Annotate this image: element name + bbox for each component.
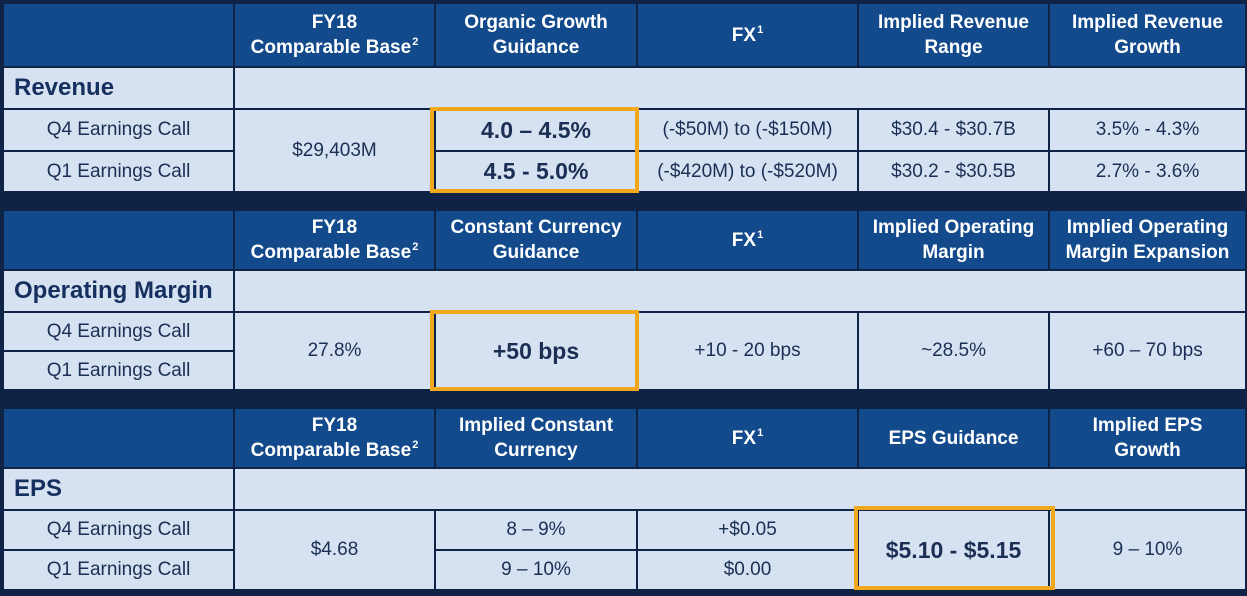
eps-base-value: $4.68: [235, 511, 434, 589]
revenue-fx-q1: (-$420M) to (-$520M): [638, 152, 857, 191]
operating-margin-implied-expansion: +60 – 70 bps: [1050, 313, 1245, 389]
eps-header-row: FY18 Comparable Base2 Implied Constant C…: [4, 409, 1245, 467]
revenue-header-corner: [4, 4, 233, 66]
eps-header-fx: FX1: [638, 409, 857, 467]
operating-margin-row-label-q4: Q4 Earnings Call: [4, 313, 233, 350]
eps-header-guidance: EPS Guidance: [859, 409, 1048, 467]
eps-header-constant-currency: Implied Constant Currency: [436, 409, 636, 467]
revenue-title: Revenue: [4, 68, 233, 108]
revenue-range-q4: $30.4 - $30.7B: [859, 110, 1048, 150]
operating-margin-implied-margin: ~28.5%: [859, 313, 1048, 389]
revenue-header-fx: FX1: [638, 4, 857, 66]
eps-title: EPS: [4, 469, 233, 509]
eps-guidance-value: $5.10 - $5.15: [859, 511, 1048, 589]
operating-margin-header-implied-margin: Implied Operating Margin: [859, 211, 1048, 269]
operating-margin-header-corner: [4, 211, 233, 269]
revenue-row-label-q4: Q4 Earnings Call: [4, 110, 233, 150]
operating-margin-fx: +10 - 20 bps: [638, 313, 857, 389]
eps-row-label-q1: Q1 Earnings Call: [4, 551, 233, 589]
revenue-header-guidance: Organic Growth Guidance: [436, 4, 636, 66]
operating-margin-title: Operating Margin: [4, 271, 233, 311]
operating-margin-header-row: FY18 Comparable Base2 Constant Currency …: [4, 211, 1245, 269]
eps-fx-q1: $0.00: [638, 551, 857, 589]
eps-constant-currency-q1: 9 – 10%: [436, 551, 636, 589]
revenue-guidance-q4: 4.0 – 4.5%: [436, 110, 636, 150]
revenue-base-value: $29,403M: [235, 110, 434, 191]
revenue-growth-q4: 3.5% - 4.3%: [1050, 110, 1245, 150]
eps-title-spacer: [235, 469, 1245, 509]
revenue-header-implied-growth: Implied Revenue Growth: [1050, 4, 1245, 66]
operating-margin-title-row: Operating Margin: [4, 271, 1245, 311]
eps-table: FY18 Comparable Base2 Implied Constant C…: [4, 409, 1245, 589]
revenue-growth-q1: 2.7% - 3.6%: [1050, 152, 1245, 191]
revenue-title-row: Revenue: [4, 68, 1245, 108]
operating-margin-base-value: 27.8%: [235, 313, 434, 389]
operating-margin-row-label-q1: Q1 Earnings Call: [4, 352, 233, 389]
revenue-data-rows: Q4 Earnings Call Q1 Earnings Call $29,40…: [4, 110, 1245, 191]
eps-data-rows: Q4 Earnings Call Q1 Earnings Call $4.68 …: [4, 511, 1245, 589]
operating-margin-guidance: +50 bps: [436, 313, 636, 389]
operating-margin-header-fx: FX1: [638, 211, 857, 269]
revenue-header-implied-range: Implied Revenue Range: [859, 4, 1048, 66]
eps-row-label-q4: Q4 Earnings Call: [4, 511, 233, 549]
revenue-guidance-q1: 4.5 - 5.0%: [436, 152, 636, 191]
revenue-title-spacer: [235, 68, 1245, 108]
eps-implied-growth: 9 – 10%: [1050, 511, 1245, 589]
revenue-fx-q4: (-$50M) to (-$150M): [638, 110, 857, 150]
revenue-range-q1: $30.2 - $30.5B: [859, 152, 1048, 191]
revenue-header-row: FY18 Comparable Base2 Organic Growth Gui…: [4, 4, 1245, 66]
eps-header-corner: [4, 409, 233, 467]
eps-title-row: EPS: [4, 469, 1245, 509]
revenue-table: FY18 Comparable Base2 Organic Growth Gui…: [4, 4, 1245, 191]
operating-margin-header-implied-expansion: Implied Operating Margin Expansion: [1050, 211, 1245, 269]
operating-margin-data-rows: Q4 Earnings Call Q1 Earnings Call 27.8% …: [4, 313, 1245, 389]
operating-margin-header-base: FY18 Comparable Base2: [235, 211, 434, 269]
operating-margin-header-guidance: Constant Currency Guidance: [436, 211, 636, 269]
operating-margin-title-spacer: [235, 271, 1245, 311]
revenue-header-base: FY18 Comparable Base2: [235, 4, 434, 66]
eps-header-base: FY18 Comparable Base2: [235, 409, 434, 467]
operating-margin-table: FY18 Comparable Base2 Constant Currency …: [4, 211, 1245, 389]
eps-fx-q4: +$0.05: [638, 511, 857, 549]
eps-header-implied-growth: Implied EPS Growth: [1050, 409, 1245, 467]
revenue-row-label-q1: Q1 Earnings Call: [4, 152, 233, 191]
eps-constant-currency-q4: 8 – 9%: [436, 511, 636, 549]
